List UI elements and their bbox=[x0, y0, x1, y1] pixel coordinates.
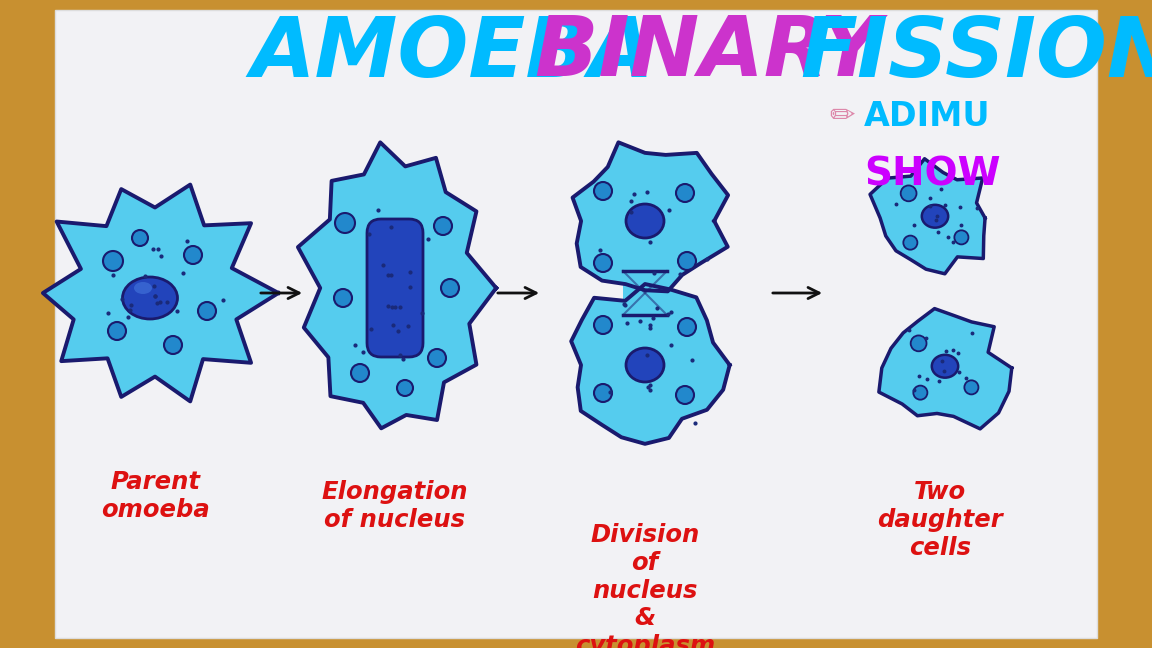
Polygon shape bbox=[298, 143, 497, 428]
Text: ADIMU: ADIMU bbox=[864, 100, 991, 133]
Ellipse shape bbox=[922, 205, 948, 227]
Circle shape bbox=[911, 336, 926, 351]
Text: Parent
omoeba: Parent omoeba bbox=[100, 470, 210, 522]
Circle shape bbox=[903, 236, 917, 249]
Circle shape bbox=[132, 230, 147, 246]
Circle shape bbox=[679, 252, 696, 270]
Polygon shape bbox=[879, 308, 1011, 429]
Circle shape bbox=[914, 386, 927, 400]
Text: Elongation
of nucleus: Elongation of nucleus bbox=[321, 480, 468, 532]
Ellipse shape bbox=[626, 204, 664, 238]
Text: SHOW: SHOW bbox=[864, 156, 1000, 194]
Circle shape bbox=[335, 213, 355, 233]
Circle shape bbox=[351, 364, 369, 382]
Circle shape bbox=[441, 279, 458, 297]
Circle shape bbox=[901, 185, 917, 202]
Circle shape bbox=[594, 316, 612, 334]
FancyBboxPatch shape bbox=[367, 219, 423, 357]
Text: BINARY: BINARY bbox=[535, 12, 910, 93]
Polygon shape bbox=[571, 284, 729, 444]
Text: FISSION: FISSION bbox=[799, 12, 1152, 93]
Ellipse shape bbox=[932, 355, 958, 378]
Circle shape bbox=[198, 302, 217, 320]
Bar bbox=[623, 270, 667, 316]
Circle shape bbox=[397, 380, 414, 396]
Text: ✏: ✏ bbox=[829, 102, 855, 131]
Circle shape bbox=[184, 246, 202, 264]
Ellipse shape bbox=[122, 277, 177, 319]
Circle shape bbox=[429, 349, 446, 367]
Circle shape bbox=[679, 318, 696, 336]
Circle shape bbox=[594, 254, 612, 272]
Circle shape bbox=[434, 217, 452, 235]
Text: Two
daughter
cells: Two daughter cells bbox=[877, 480, 1003, 560]
Circle shape bbox=[954, 230, 969, 244]
Polygon shape bbox=[870, 159, 985, 274]
Circle shape bbox=[103, 251, 123, 271]
Text: AMOEBA: AMOEBA bbox=[250, 12, 682, 93]
Ellipse shape bbox=[134, 282, 152, 294]
Circle shape bbox=[964, 380, 978, 395]
Circle shape bbox=[334, 289, 353, 307]
Circle shape bbox=[676, 386, 694, 404]
Polygon shape bbox=[43, 185, 279, 401]
Circle shape bbox=[676, 184, 694, 202]
Polygon shape bbox=[573, 143, 728, 292]
Circle shape bbox=[164, 336, 182, 354]
Text: Division
of
nucleus
&
cytoplasm: Division of nucleus & cytoplasm bbox=[575, 523, 715, 648]
Circle shape bbox=[594, 182, 612, 200]
Circle shape bbox=[594, 384, 612, 402]
Circle shape bbox=[108, 322, 126, 340]
Ellipse shape bbox=[626, 348, 664, 382]
